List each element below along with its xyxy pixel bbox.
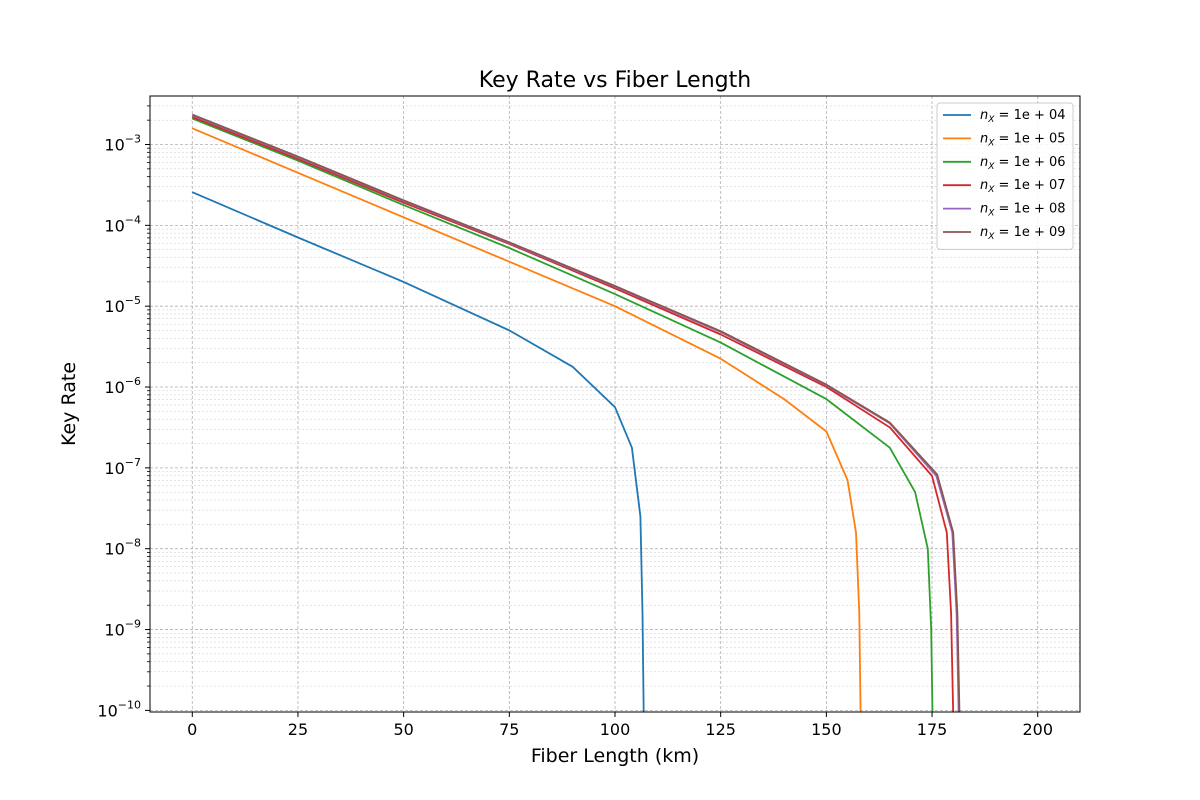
legend-subscript: X [987, 209, 995, 219]
x-axis-title: Fiber Length (km) [531, 745, 699, 767]
y-tick-exponent: −7 [125, 456, 141, 469]
legend-entry: nX = 1e + 09 [980, 225, 1066, 242]
y-tick-base: 10 [104, 297, 124, 316]
legend-entry: nX = 1e + 06 [980, 155, 1066, 172]
y-tick-label: 10−3 [104, 133, 141, 155]
legend-subscript: X [987, 138, 995, 148]
legend-var: n [980, 131, 988, 146]
y-tick-base: 10 [104, 459, 124, 478]
legend-entry: nX = 1e + 04 [980, 108, 1066, 125]
legend-entry: nX = 1e + 08 [980, 202, 1066, 219]
y-tick-exponent: −9 [125, 618, 141, 631]
legend-box [936, 102, 1074, 250]
y-tick-base: 10 [104, 378, 124, 397]
y-tick-label: 10−6 [104, 375, 141, 397]
y-tick-base: 10 [104, 216, 124, 235]
legend-var: n [980, 108, 988, 123]
y-tick-label: 10−5 [104, 294, 141, 316]
y-tick-label: 10−4 [104, 213, 141, 235]
series-line-1 [191, 191, 645, 712]
series-line-3 [191, 117, 934, 712]
y-tick-exponent: −4 [125, 213, 141, 226]
axis-ticks: 0 25 50 75 100 125 150 175 20010−1010−910−810−71… [97, 105, 1053, 739]
y-tick-label: 10−8 [104, 537, 141, 559]
legend-value: = 1e + 06 [994, 155, 1065, 170]
series-line-6 [191, 113, 961, 712]
legend-entry: nX = 1e + 07 [980, 178, 1066, 195]
series-line-4 [191, 116, 955, 712]
y-axis-title: Key Rate [58, 362, 80, 446]
x-tick-label: 200 [1022, 720, 1053, 739]
legend-subscript: X [987, 162, 995, 172]
legend-value: = 1e + 04 [994, 108, 1065, 123]
y-tick-exponent: −5 [125, 294, 141, 307]
x-tick-label: 100 [600, 720, 631, 739]
legend-var: n [980, 225, 988, 240]
y-tick-exponent: −8 [125, 537, 141, 550]
legend-value: = 1e + 09 [994, 225, 1065, 240]
legend-var: n [980, 202, 988, 217]
y-tick-label: 10−7 [104, 456, 141, 478]
legend-value: = 1e + 08 [994, 202, 1065, 217]
x-tick-label: 0 [187, 720, 197, 739]
y-tick-label: 10−10 [97, 698, 141, 720]
legend-var: n [980, 178, 988, 193]
series-line-2 [191, 127, 862, 712]
y-tick-exponent: −3 [125, 133, 141, 146]
grid-lines [150, 96, 1080, 712]
legend-value: = 1e + 07 [994, 178, 1065, 193]
x-tick-label: 25 [288, 720, 308, 739]
legend-var: n [980, 155, 988, 170]
legend-subscript: X [987, 185, 995, 195]
y-tick-base: 10 [104, 540, 124, 559]
series-lines [191, 113, 961, 712]
y-tick-exponent: −10 [118, 698, 141, 711]
legend-subscript: X [987, 115, 995, 125]
y-tick-label: 10−9 [104, 618, 141, 640]
x-tick-label: 175 [917, 720, 948, 739]
y-tick-base: 10 [97, 701, 117, 720]
y-tick-exponent: −6 [125, 375, 141, 388]
x-tick-label: 125 [705, 720, 736, 739]
chart-title: Key Rate vs Fiber Length [479, 68, 751, 93]
x-tick-label: 50 [393, 720, 413, 739]
legend-subscript: X [987, 232, 995, 242]
x-tick-label: 150 [811, 720, 842, 739]
x-tick-label: 75 [499, 720, 519, 739]
y-tick-base: 10 [104, 621, 124, 640]
y-tick-base: 10 [104, 136, 124, 155]
legend-entry: nX = 1e + 05 [980, 131, 1066, 148]
legend-value: = 1e + 05 [994, 131, 1065, 146]
